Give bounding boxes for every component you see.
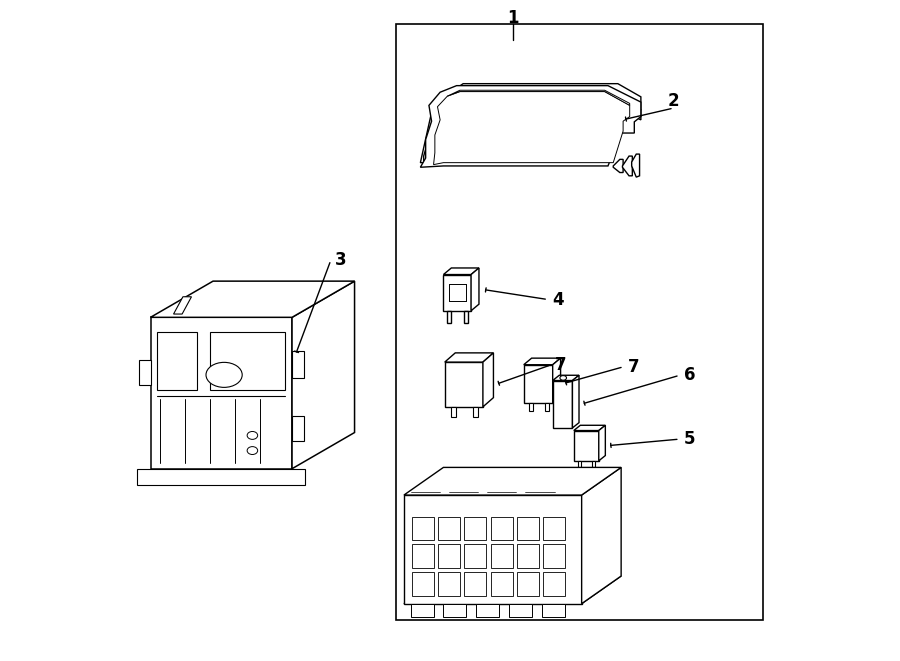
Polygon shape (464, 545, 486, 568)
Polygon shape (572, 375, 579, 428)
Text: 3: 3 (335, 251, 346, 269)
Polygon shape (210, 332, 285, 390)
Polygon shape (464, 311, 468, 323)
Polygon shape (544, 572, 565, 596)
Ellipse shape (560, 375, 566, 380)
Polygon shape (444, 268, 479, 274)
Polygon shape (150, 317, 292, 469)
Polygon shape (434, 92, 630, 165)
Bar (396, 24, 763, 620)
Ellipse shape (248, 432, 257, 440)
Polygon shape (412, 545, 434, 568)
Polygon shape (518, 545, 539, 568)
Polygon shape (544, 545, 565, 568)
Polygon shape (578, 461, 581, 469)
Polygon shape (445, 362, 483, 407)
Polygon shape (292, 350, 304, 378)
Polygon shape (445, 353, 493, 362)
Polygon shape (613, 159, 623, 173)
Polygon shape (544, 517, 565, 541)
Text: 5: 5 (684, 430, 695, 448)
Polygon shape (464, 517, 486, 541)
Polygon shape (491, 545, 512, 568)
Polygon shape (447, 91, 630, 105)
Polygon shape (424, 98, 641, 166)
Polygon shape (292, 416, 304, 442)
Text: 6: 6 (684, 366, 695, 384)
Text: 1: 1 (507, 9, 518, 27)
Polygon shape (553, 381, 572, 428)
Polygon shape (438, 545, 460, 568)
Polygon shape (473, 407, 478, 416)
Ellipse shape (248, 447, 257, 455)
Polygon shape (174, 297, 192, 314)
Polygon shape (420, 103, 434, 163)
Polygon shape (158, 332, 196, 390)
Polygon shape (444, 274, 471, 311)
Polygon shape (471, 268, 479, 311)
Polygon shape (623, 156, 633, 176)
Polygon shape (434, 84, 641, 116)
Polygon shape (451, 407, 456, 416)
Polygon shape (444, 603, 466, 617)
Polygon shape (524, 365, 553, 403)
Polygon shape (404, 467, 621, 495)
Polygon shape (412, 517, 434, 541)
Polygon shape (509, 603, 532, 617)
Text: 7: 7 (555, 356, 567, 373)
Polygon shape (476, 603, 500, 617)
Text: 4: 4 (552, 291, 563, 309)
Polygon shape (491, 572, 512, 596)
Polygon shape (581, 467, 621, 603)
Polygon shape (573, 430, 598, 461)
Polygon shape (150, 281, 355, 317)
Ellipse shape (206, 362, 242, 387)
Polygon shape (632, 154, 640, 177)
Polygon shape (138, 469, 305, 485)
Polygon shape (464, 572, 486, 596)
Polygon shape (412, 572, 434, 596)
Polygon shape (404, 576, 621, 603)
Polygon shape (404, 495, 581, 603)
Polygon shape (529, 403, 533, 410)
Polygon shape (598, 425, 606, 461)
Polygon shape (592, 461, 596, 469)
Polygon shape (420, 86, 641, 167)
Polygon shape (483, 353, 493, 407)
Polygon shape (544, 403, 549, 410)
Polygon shape (139, 360, 150, 385)
Polygon shape (446, 311, 451, 323)
Polygon shape (438, 517, 460, 541)
Text: 2: 2 (668, 93, 680, 110)
Polygon shape (438, 572, 460, 596)
Text: 7: 7 (627, 358, 639, 375)
Polygon shape (491, 517, 512, 541)
Polygon shape (542, 603, 565, 617)
Polygon shape (518, 517, 539, 541)
Polygon shape (524, 358, 561, 365)
Polygon shape (553, 358, 561, 403)
Polygon shape (518, 572, 539, 596)
Polygon shape (553, 375, 579, 381)
Polygon shape (292, 281, 355, 469)
Polygon shape (410, 603, 434, 617)
Polygon shape (573, 425, 606, 430)
